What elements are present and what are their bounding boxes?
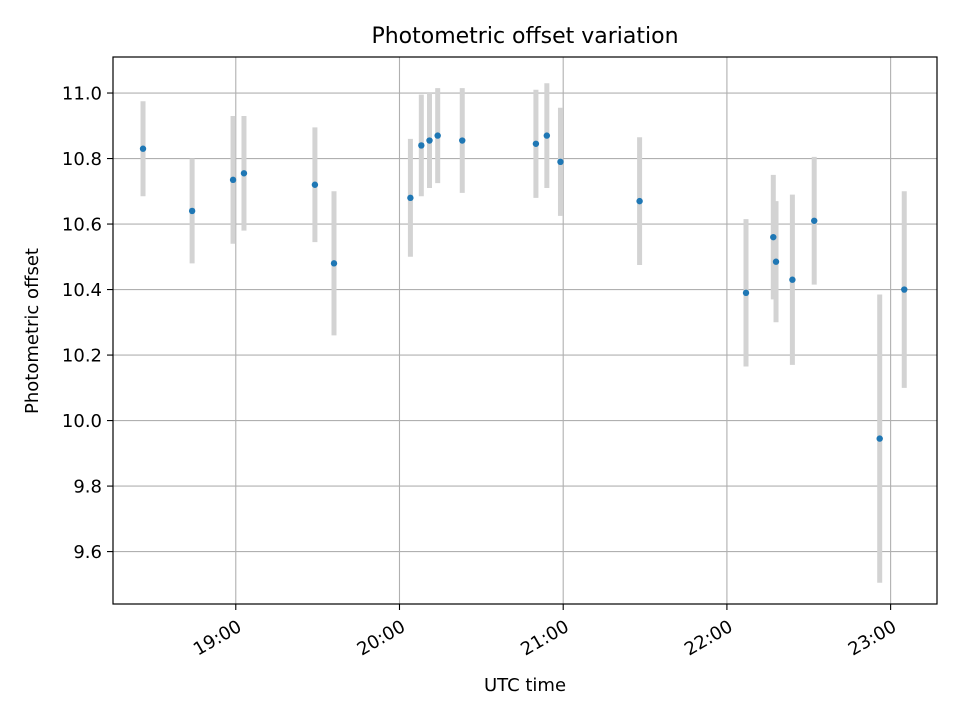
chart-title: Photometric offset variation xyxy=(371,24,678,49)
data-point xyxy=(876,435,883,442)
data-point xyxy=(459,137,466,144)
data-point xyxy=(532,140,540,147)
data-point xyxy=(901,286,908,293)
data-point xyxy=(770,233,777,241)
y-tick-label: 10.4 xyxy=(62,280,102,301)
data-points xyxy=(139,132,908,442)
data-point xyxy=(330,260,338,267)
data-point xyxy=(789,276,796,283)
y-tick-label: 11.0 xyxy=(62,84,102,105)
y-tick-label: 9.8 xyxy=(73,477,102,498)
y-tick-label: 10.0 xyxy=(62,411,102,432)
data-point xyxy=(426,137,433,144)
data-point xyxy=(557,158,564,166)
data-point xyxy=(434,132,441,139)
data-point xyxy=(742,289,750,297)
data-point xyxy=(188,207,196,215)
y-axis-ticks: 9.6 9.8 10.0 10.2 10.4 10.6 10.8 11.0 xyxy=(62,84,113,563)
data-point xyxy=(407,194,414,202)
data-point xyxy=(418,142,425,149)
y-tick-label: 10.8 xyxy=(62,149,102,170)
y-tick-label: 10.2 xyxy=(62,346,102,367)
x-axis-title: UTC time xyxy=(484,675,566,696)
data-point xyxy=(311,181,319,188)
data-point xyxy=(240,170,248,177)
y-tick-label: 10.6 xyxy=(62,215,102,236)
data-point xyxy=(139,145,147,152)
data-point xyxy=(543,132,551,139)
y-tick-label: 9.6 xyxy=(73,542,102,563)
y-axis-title: Photometric offset xyxy=(22,248,43,414)
data-point xyxy=(636,197,643,205)
plot-area-frame xyxy=(112,56,938,605)
data-point xyxy=(229,176,237,184)
data-point xyxy=(772,258,780,265)
grid-lines xyxy=(113,57,937,604)
data-point xyxy=(811,217,818,224)
